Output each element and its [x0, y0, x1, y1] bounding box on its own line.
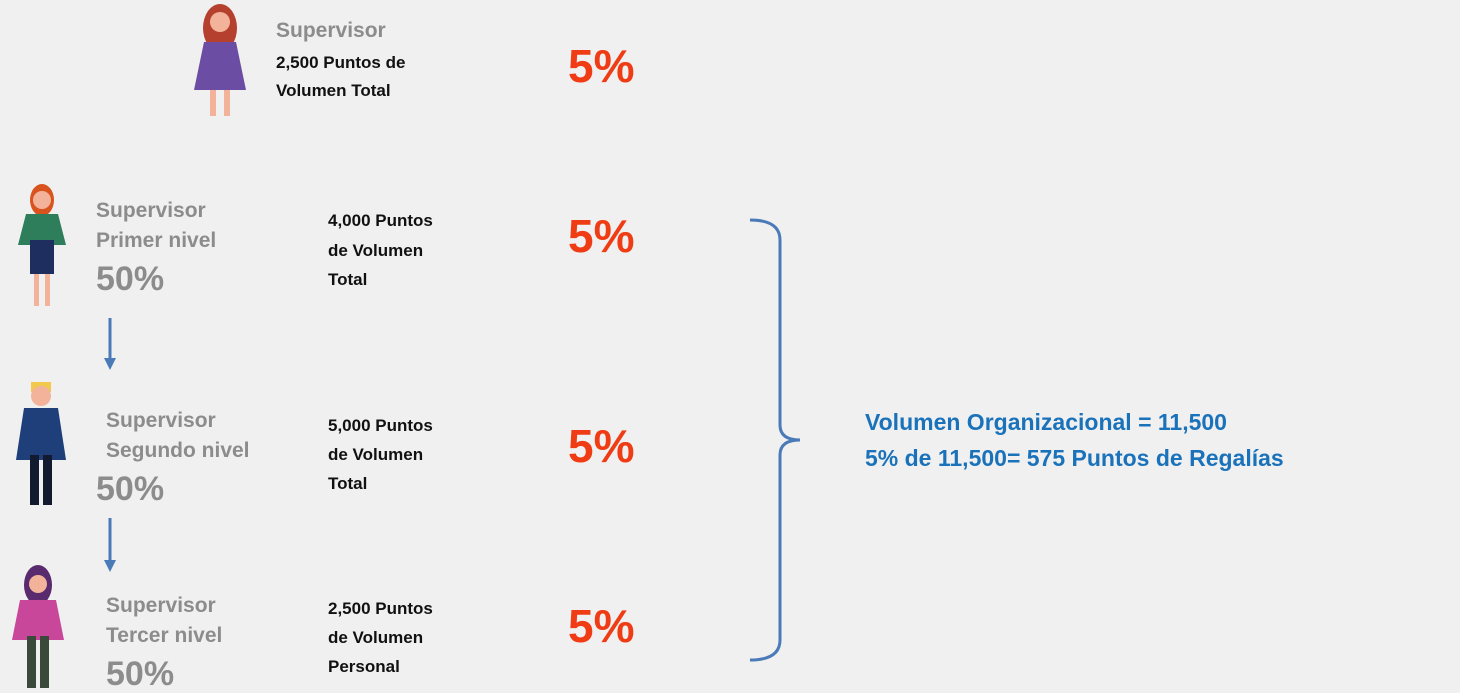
points: 2,500 Puntos de — [276, 53, 405, 72]
role: Supervisor — [106, 594, 216, 617]
summary: 5% de 11,500= 575 Puntos de Regalías — [865, 445, 1284, 471]
role: Supervisor — [106, 409, 216, 432]
points: 2,500 Puntos — [328, 599, 433, 618]
points: Volumen Total — [276, 81, 391, 100]
points: Personal — [328, 657, 400, 676]
points: de Volumen — [328, 628, 423, 647]
person-figure — [12, 565, 64, 688]
person-figure — [16, 382, 66, 505]
rate: 5% — [568, 210, 634, 262]
share: 50% — [96, 470, 164, 508]
points: de Volumen — [328, 241, 423, 260]
share: 50% — [106, 655, 174, 693]
points: de Volumen — [328, 445, 423, 464]
summary: Volumen Organizacional = 11,500 — [865, 409, 1227, 435]
points: Total — [328, 474, 367, 493]
share: 50% — [96, 260, 164, 298]
person-figure — [18, 184, 66, 306]
role: Primer nivel — [96, 229, 216, 252]
role: Supervisor — [276, 19, 386, 42]
points: 5,000 Puntos — [328, 416, 433, 435]
points: Total — [328, 270, 367, 289]
rate: 5% — [568, 600, 634, 652]
points: 4,000 Puntos — [328, 211, 433, 230]
role: Tercer nivel — [106, 624, 222, 647]
rate: 5% — [568, 40, 634, 92]
role: Supervisor — [96, 199, 206, 222]
role: Segundo nivel — [106, 439, 250, 462]
brace — [749, 218, 801, 662]
arrow — [104, 318, 116, 370]
arrow — [104, 518, 116, 572]
rate: 5% — [568, 420, 634, 472]
person-figure — [194, 4, 246, 116]
